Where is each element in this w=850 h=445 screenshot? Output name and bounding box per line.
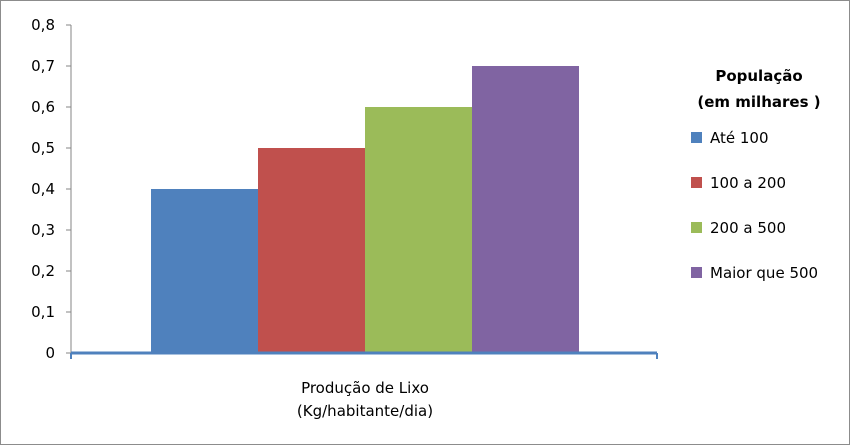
x-label-line-2: (Kg/habitante/dia) [297, 402, 433, 420]
legend-title-line-1: População [715, 67, 802, 85]
y-tick-label: 0 [45, 344, 55, 362]
bar [151, 189, 258, 353]
legend-swatch [691, 267, 702, 278]
y-tick-label: 0,1 [31, 303, 55, 321]
bar [472, 66, 579, 353]
legend-swatch [691, 222, 702, 233]
y-tick-label: 0,5 [31, 139, 55, 157]
bars [151, 66, 579, 353]
bar [258, 148, 365, 353]
x-label-line-1: Produção de Lixo [301, 379, 429, 397]
bar [365, 107, 472, 353]
legend-title-line-2: (em milhares ) [697, 93, 820, 111]
y-tick-label: 0,4 [31, 180, 55, 198]
legend-swatch [691, 177, 702, 188]
x-axis [70, 351, 658, 359]
legend: População (em milhares ) Até 100 100 a 20… [691, 67, 821, 282]
legend-label: 100 a 200 [710, 174, 786, 192]
y-tick-label: 0,7 [31, 57, 55, 75]
y-tick-label: 0,8 [31, 16, 55, 34]
legend-label: Maior que 500 [710, 264, 818, 282]
legend-label: Até 100 [710, 129, 769, 147]
x-axis-label: Produção de Lixo (Kg/habitante/dia) [297, 379, 433, 420]
y-tick-label: 0,3 [31, 221, 55, 239]
y-tick-label: 0,2 [31, 262, 55, 280]
legend-label: 200 a 500 [710, 219, 786, 237]
y-tick-label: 0,6 [31, 98, 55, 116]
y-axis: 0 0,1 0,2 0,3 0,4 0,5 0,6 0,7 0,8 [31, 16, 72, 362]
legend-swatch [691, 132, 702, 143]
legend-items: Até 100 100 a 200 200 a 500 Maior que 500 [691, 129, 818, 282]
